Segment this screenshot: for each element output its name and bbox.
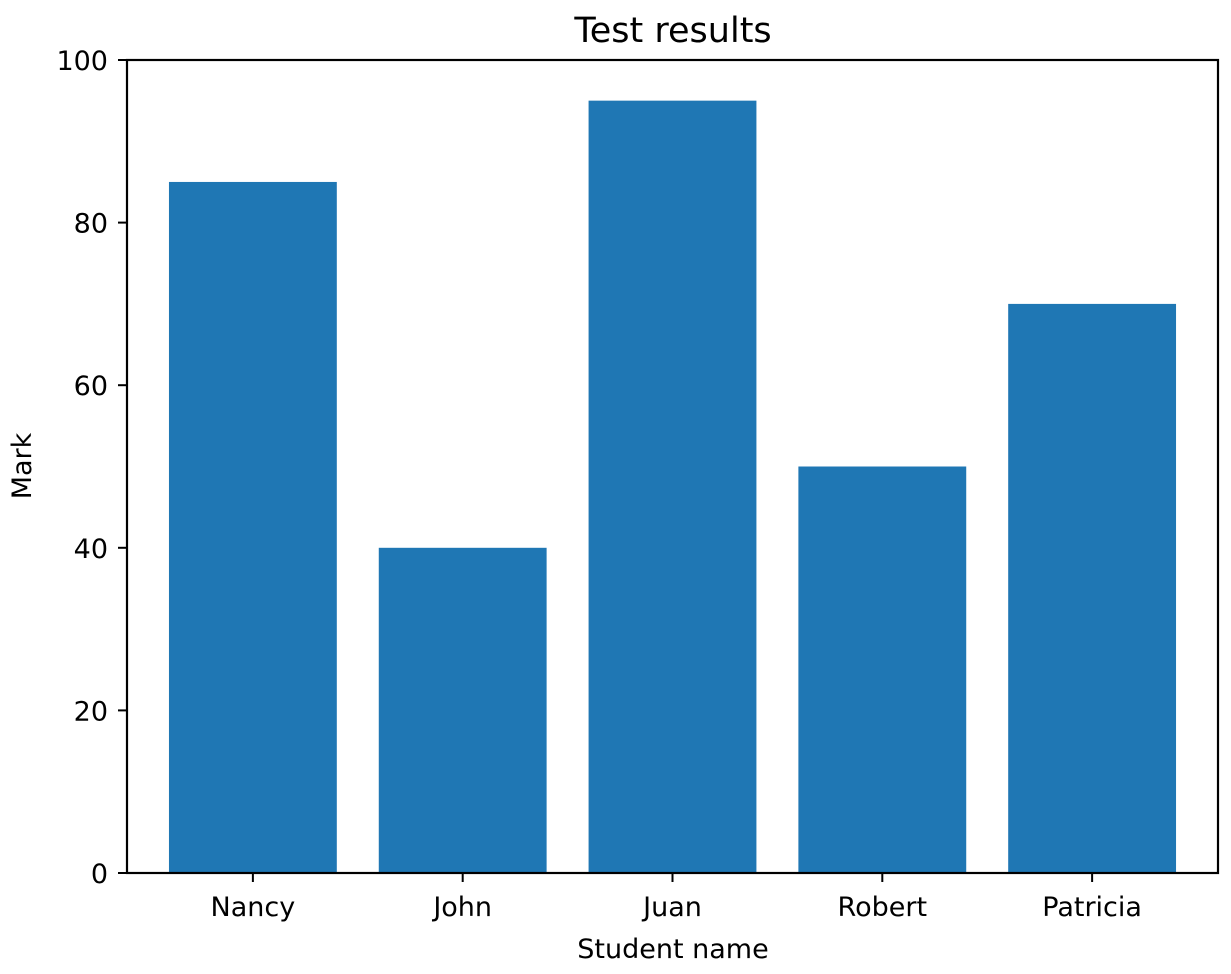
y-tick-label-0: 0 (91, 859, 108, 890)
bar-patricia (1008, 303, 1177, 873)
x-axis-label: Student name (577, 934, 768, 965)
chart-title: Test results (573, 11, 771, 51)
bar-juan (588, 100, 757, 873)
x-tick-label-patricia: Patricia (1042, 892, 1142, 923)
plot-frame (125, 58, 1220, 875)
y-tick-label-100: 100 (56, 46, 108, 77)
y-tick-label-60: 60 (74, 371, 108, 402)
x-tick-label-juan: Juan (641, 892, 702, 923)
bar-robert (798, 466, 967, 873)
x-tick-label-john: John (431, 892, 492, 923)
x-tick-label-robert: Robert (838, 892, 928, 923)
bar-john (378, 547, 547, 873)
y-tick-label-40: 40 (74, 534, 108, 565)
y-axis-ticks: 0 20 40 60 80 100 (56, 46, 127, 890)
x-tick-label-nancy: Nancy (211, 892, 296, 923)
bar-nancy (168, 181, 337, 873)
bars-group (168, 100, 1177, 873)
y-tick-label-20: 20 (74, 696, 108, 727)
x-axis-ticks: Nancy John Juan Robert Patricia (211, 873, 1142, 923)
y-axis-label: Mark (7, 432, 38, 499)
y-tick-label-80: 80 (74, 209, 108, 240)
